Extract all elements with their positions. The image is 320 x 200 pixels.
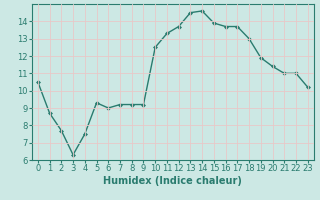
X-axis label: Humidex (Indice chaleur): Humidex (Indice chaleur)	[103, 176, 242, 186]
